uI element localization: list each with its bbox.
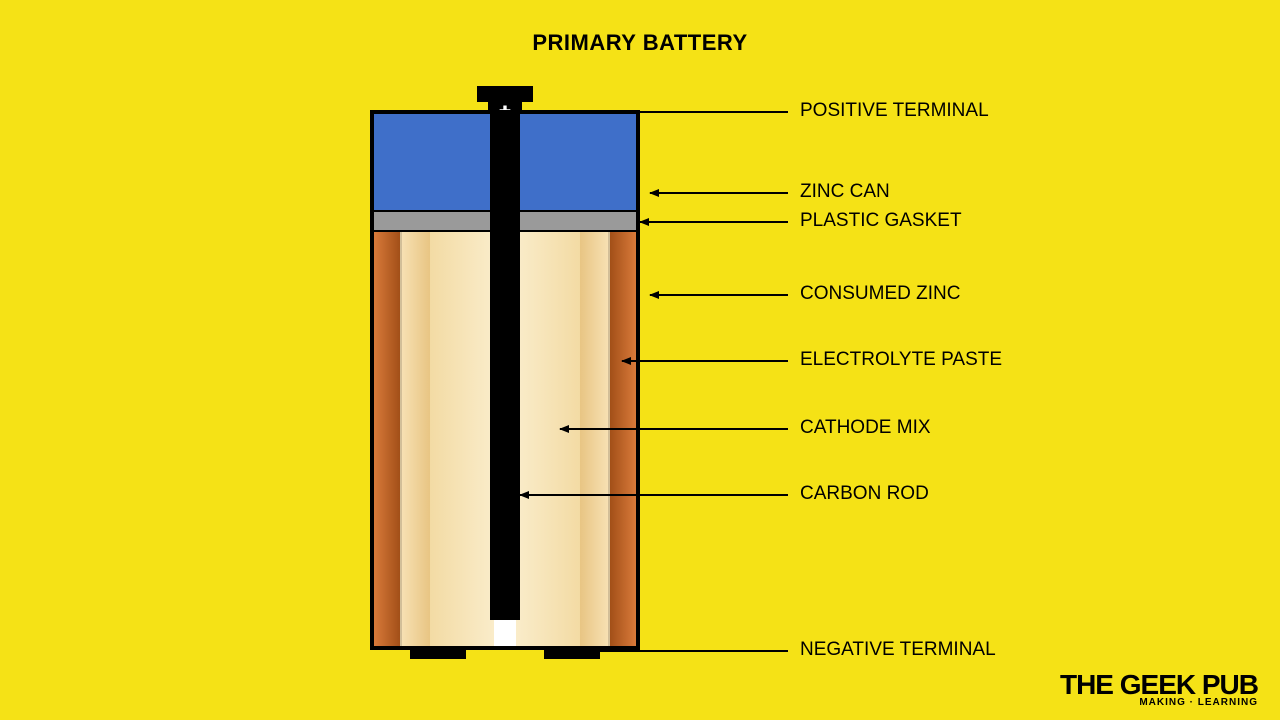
electrolyte-right [580, 232, 610, 646]
divider-line [608, 232, 610, 646]
watermark: THE GEEK PUB MAKING · LEARNING [1060, 669, 1258, 708]
label-zinc: ZINC CAN [800, 181, 890, 203]
label-negative: NEGATIVE TERMINAL [800, 639, 996, 661]
battery: ✚ [370, 110, 640, 650]
leader-line-negative [548, 650, 788, 652]
label-positive: POSITIVE TERMINAL [800, 100, 989, 122]
leader-line-electro [622, 360, 788, 362]
leader-line-gasket [640, 221, 788, 223]
label-electro: ELECTROLYTE PASTE [800, 349, 1002, 371]
leader-line-carbon [520, 494, 788, 496]
consumed-zinc-right [610, 232, 636, 646]
carbon-rod [490, 114, 520, 620]
leader-line-positive [508, 111, 788, 113]
leader-line-consumed [650, 294, 788, 296]
consumed-zinc-left [374, 232, 400, 646]
electrolyte-left [400, 232, 430, 646]
label-cathode: CATHODE MIX [800, 417, 931, 439]
label-consumed: CONSUMED ZINC [800, 283, 960, 305]
carbon-rod-tip [494, 620, 516, 646]
diagram-stage: ✚ POSITIVE TERMINALZINC CANPLASTIC GAS [0, 0, 1280, 720]
leader-line-zinc [650, 192, 788, 194]
negative-dash-left [410, 650, 466, 659]
divider-line [400, 232, 402, 646]
label-gasket: PLASTIC GASKET [800, 210, 962, 232]
leader-line-cathode [560, 428, 788, 430]
label-carbon: CARBON ROD [800, 483, 929, 505]
